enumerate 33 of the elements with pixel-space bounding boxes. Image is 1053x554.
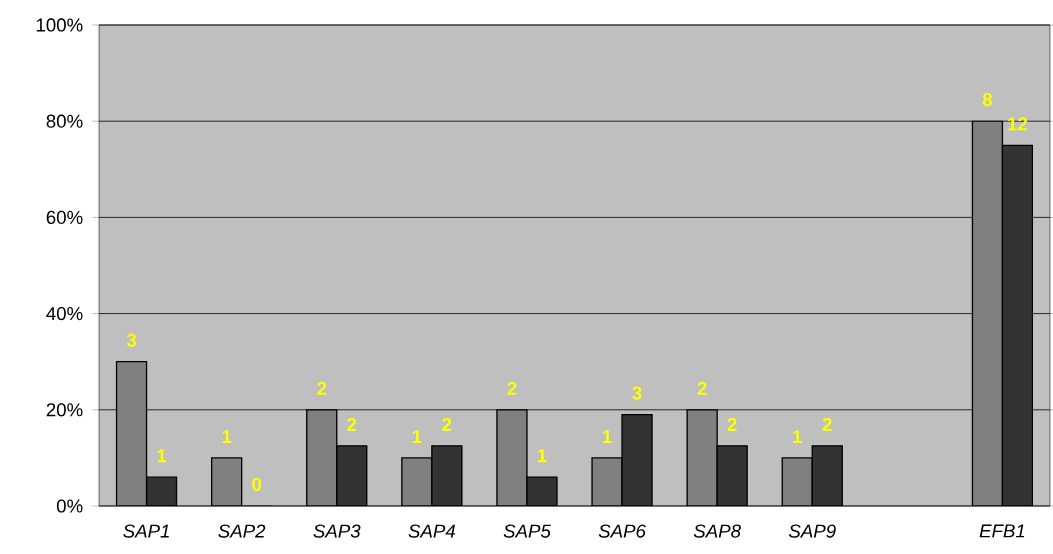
annotation: 12 bbox=[1008, 117, 1028, 131]
x-tick-label: SAP4 bbox=[408, 524, 456, 538]
y-tick-label: 80% bbox=[46, 114, 83, 128]
x-tick-label: SAP9 bbox=[788, 524, 836, 538]
x-tick-label: EFB1 bbox=[979, 524, 1025, 538]
annotation: 1 bbox=[603, 430, 612, 443]
y-tick-label: 40% bbox=[46, 306, 83, 321]
annotation: 1 bbox=[537, 449, 547, 463]
x-tick-label: SAP2 bbox=[218, 524, 266, 538]
annotation: 1 bbox=[222, 430, 232, 443]
y-tick-label: 20% bbox=[46, 403, 83, 417]
annotation: 1 bbox=[412, 430, 422, 443]
x-tick-label: SAP6 bbox=[598, 524, 646, 538]
annotation: 2 bbox=[317, 381, 327, 395]
annotation: 0 bbox=[252, 477, 262, 492]
annotation: 1 bbox=[793, 430, 802, 443]
annotation: 2 bbox=[442, 417, 452, 431]
annotation: 2 bbox=[822, 417, 832, 431]
y-tick-label: 60% bbox=[46, 210, 83, 225]
x-tick-label: SAP1 bbox=[123, 524, 169, 538]
x-tick-label: SAP5 bbox=[503, 524, 551, 538]
y-tick-label: 0% bbox=[56, 499, 83, 513]
annotation: 3 bbox=[126, 333, 137, 347]
annotation: 8 bbox=[982, 93, 993, 107]
x-tick-label: SAP3 bbox=[313, 524, 361, 538]
annotation: 2 bbox=[507, 381, 517, 395]
annotation: 3 bbox=[632, 386, 642, 400]
annotation: 2 bbox=[727, 417, 737, 431]
annotation: 2 bbox=[697, 381, 707, 395]
x-tick-label: SAP8 bbox=[693, 524, 741, 538]
annotation: 1 bbox=[157, 449, 167, 463]
y-tick-label: 100% bbox=[36, 18, 83, 32]
annotation: 2 bbox=[347, 417, 357, 431]
